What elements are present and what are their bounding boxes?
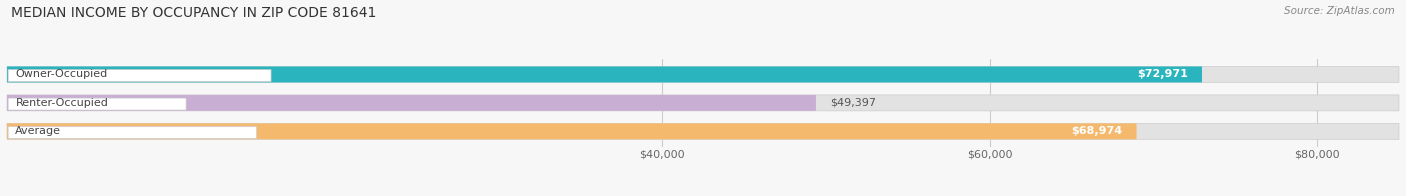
Text: $72,971: $72,971 [1137, 69, 1188, 79]
FancyBboxPatch shape [7, 95, 1399, 111]
Text: Renter-Occupied: Renter-Occupied [15, 98, 108, 108]
Text: MEDIAN INCOME BY OCCUPANCY IN ZIP CODE 81641: MEDIAN INCOME BY OCCUPANCY IN ZIP CODE 8… [11, 6, 377, 20]
FancyBboxPatch shape [7, 66, 1202, 82]
Text: Source: ZipAtlas.com: Source: ZipAtlas.com [1284, 6, 1395, 16]
Text: $49,397: $49,397 [830, 98, 876, 108]
FancyBboxPatch shape [7, 123, 1136, 139]
Text: Average: Average [15, 126, 62, 136]
FancyBboxPatch shape [8, 98, 186, 110]
FancyBboxPatch shape [7, 95, 815, 111]
FancyBboxPatch shape [8, 127, 257, 139]
Text: $68,974: $68,974 [1071, 126, 1122, 136]
FancyBboxPatch shape [7, 66, 1399, 82]
FancyBboxPatch shape [7, 123, 1399, 139]
FancyBboxPatch shape [8, 70, 271, 82]
Text: Owner-Occupied: Owner-Occupied [15, 69, 108, 79]
